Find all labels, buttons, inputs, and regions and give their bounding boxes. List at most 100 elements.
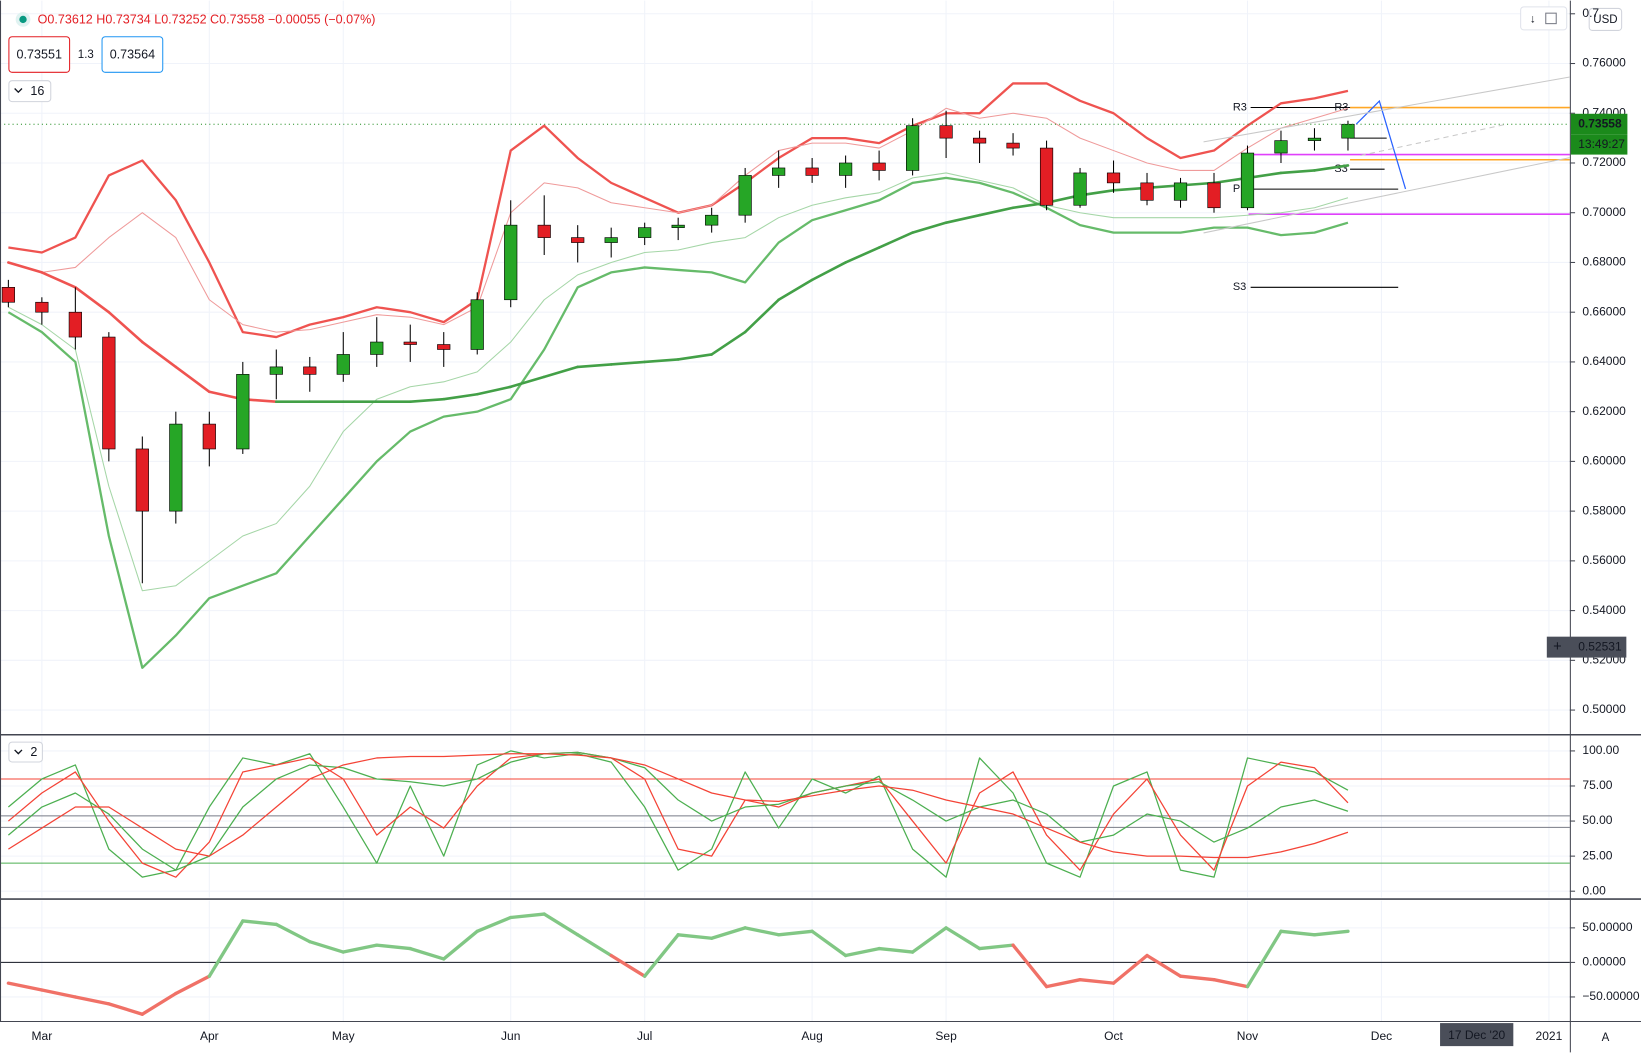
momentum-line	[509, 912, 546, 920]
oscillators-toggle[interactable]	[8, 741, 43, 763]
candle-body	[604, 237, 618, 243]
moving-average	[107, 310, 144, 344]
indicators-toggle[interactable]	[8, 80, 52, 103]
y-tick-label: 0.68000	[1582, 255, 1626, 269]
y-tick-label: 0.00	[1582, 883, 1606, 897]
pane-buttons[interactable]	[1520, 6, 1568, 31]
momentum-line	[308, 940, 345, 954]
momentum-line	[207, 919, 245, 978]
momentum-line	[442, 929, 479, 961]
candle-body	[705, 214, 719, 226]
moving-average	[710, 330, 747, 356]
momentum-line	[1044, 978, 1082, 989]
y-tick-label: 0.76000	[1582, 56, 1626, 70]
momentum-line	[910, 926, 948, 954]
momentum-line	[643, 933, 680, 978]
x-tick-label: Apr	[200, 1029, 219, 1043]
currency-button[interactable]	[1588, 7, 1623, 31]
moving-average	[576, 363, 613, 369]
momentum-line	[40, 988, 78, 999]
moving-average	[643, 358, 680, 364]
y-tick-label: 0.72000	[1582, 155, 1626, 169]
pivot-label: R3	[1334, 101, 1348, 113]
candle-body	[504, 224, 518, 301]
ohlc-legend: O0.73612 H0.73734 L0.73252 C0.73558 −0.0…	[38, 13, 376, 27]
moving-average	[810, 261, 847, 282]
candle-body	[1039, 147, 1054, 206]
pivot-label: R3	[1233, 101, 1247, 113]
trend-line	[1360, 123, 1508, 157]
moving-average	[509, 375, 546, 389]
candle-body	[906, 125, 920, 171]
y-tick-label: 0.58000	[1582, 503, 1626, 517]
trend-line	[1203, 157, 1570, 234]
moving-average	[141, 340, 178, 369]
momentum-line	[274, 922, 312, 944]
candle-body	[1274, 140, 1288, 154]
band-line	[8, 172, 1349, 592]
x-tick-label: 2021	[1536, 1029, 1563, 1043]
y-tick-label: 0.50000	[1582, 702, 1626, 716]
candle-body	[370, 341, 384, 355]
momentum-line	[408, 946, 446, 961]
momentum-line	[6, 981, 44, 992]
momentum-line	[743, 926, 781, 937]
momentum-line	[341, 943, 379, 954]
last-price-box	[1570, 113, 1628, 135]
moving-average	[609, 360, 646, 366]
candle-body	[1341, 123, 1355, 139]
momentum-line	[73, 995, 111, 1006]
symbol-icon-dot	[19, 15, 27, 24]
crosshair-price-label: 0.52531	[1578, 639, 1622, 653]
candle-body	[1207, 182, 1221, 209]
trend-line	[1203, 76, 1570, 143]
moving-average	[1313, 164, 1350, 172]
x-tick-label: Dec	[1371, 1029, 1392, 1043]
candle-body	[939, 125, 953, 139]
x-tick-label: Oct	[1104, 1029, 1123, 1043]
moving-average	[676, 353, 713, 361]
projection-drawing	[1355, 99, 1407, 190]
crosshair-price-box	[1546, 636, 1627, 658]
candle-body	[102, 336, 116, 450]
auto-scale-button[interactable]: A	[1602, 1032, 1610, 1044]
chevron-icon	[14, 88, 23, 94]
y-tick-label: −50.00000	[1582, 989, 1639, 1003]
momentum-line	[475, 915, 513, 933]
oscillator-line	[7, 751, 1349, 878]
momentum-line	[877, 946, 915, 954]
candle-body	[303, 366, 317, 375]
candle-body	[169, 423, 183, 512]
candle-body	[135, 448, 149, 512]
pivot-label: S3	[1233, 281, 1246, 293]
moving-average	[7, 261, 44, 274]
candle-body	[1307, 137, 1322, 141]
oscillator-line	[7, 750, 1349, 878]
candle-body	[202, 423, 216, 450]
moving-average	[743, 298, 780, 334]
candle-body	[403, 341, 417, 345]
sell-button[interactable]	[8, 36, 71, 73]
band-line	[7, 176, 1349, 669]
candle-body	[805, 167, 819, 176]
x-tick-label: Sep	[935, 1029, 957, 1043]
momentum-line	[107, 1002, 145, 1016]
oscillator-count: 2	[30, 745, 37, 759]
low-value: L0.73252	[154, 13, 206, 27]
moving-average	[1279, 169, 1316, 175]
momentum-line	[174, 974, 211, 996]
moving-average	[911, 221, 948, 234]
high-value: H0.73734	[96, 13, 150, 27]
candle-body	[236, 374, 250, 450]
momentum-line	[676, 933, 714, 940]
momentum-line	[1078, 978, 1116, 985]
momentum-line	[843, 946, 881, 958]
x-tick-label: Nov	[1237, 1029, 1258, 1043]
y-tick-label: 0.66000	[1582, 304, 1626, 318]
candle-body	[336, 354, 350, 375]
buy-button[interactable]	[101, 36, 164, 73]
y-tick-label: 0.70000	[1582, 205, 1626, 219]
oscillator-line	[7, 751, 1349, 871]
